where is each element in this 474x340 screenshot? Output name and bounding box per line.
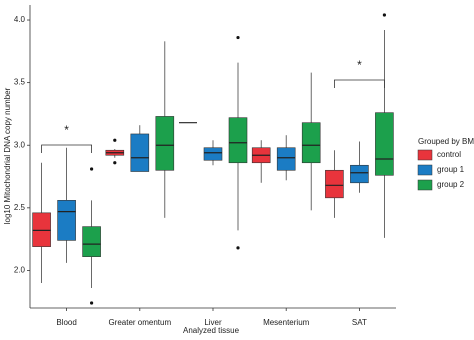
significance-star: * (357, 58, 362, 72)
outlier (236, 246, 240, 250)
box (228, 117, 248, 164)
outlier (236, 35, 240, 40)
box (350, 164, 369, 184)
x-tick-label: Liver (204, 318, 222, 327)
y-tick-label: 2.0 (14, 266, 26, 275)
x-tick-label: Mesenterium (263, 318, 310, 327)
outlier (113, 138, 117, 142)
significance-bracket (334, 79, 385, 88)
y-tick-label: 3.5 (14, 78, 26, 87)
y-tick-label: 2.5 (14, 203, 26, 212)
x-tick-label: Blood (56, 318, 76, 327)
outlier (90, 167, 94, 171)
x-axis-title: Analyzed tissue (183, 326, 240, 335)
box (130, 133, 150, 172)
outlier (113, 161, 117, 165)
box (325, 169, 344, 199)
y-tick-label: 3.0 (14, 140, 26, 149)
legend-key (417, 179, 433, 191)
box (301, 122, 321, 164)
significance-star: * (64, 123, 69, 137)
x-tick-label: Greater omentum (108, 318, 171, 327)
legend-key (417, 164, 433, 176)
box (375, 112, 394, 176)
box (155, 116, 175, 171)
legend-key (417, 149, 433, 161)
outlier (90, 301, 94, 305)
y-axis-title: log10 Mitochondrial DNA copy number (3, 87, 12, 224)
legend-label: group 2 (437, 180, 465, 189)
box (82, 226, 101, 257)
legend-label: group 1 (437, 165, 465, 174)
box (57, 200, 76, 241)
box (276, 147, 296, 171)
y-tick-label: 4.0 (14, 15, 26, 24)
x-tick-label: SAT (352, 318, 367, 327)
outlier (382, 13, 386, 17)
box (32, 212, 51, 247)
legend-label: control (437, 150, 461, 159)
legend-title: Grouped by BMI (418, 137, 474, 146)
significance-bracket (41, 144, 92, 153)
box (203, 147, 223, 161)
